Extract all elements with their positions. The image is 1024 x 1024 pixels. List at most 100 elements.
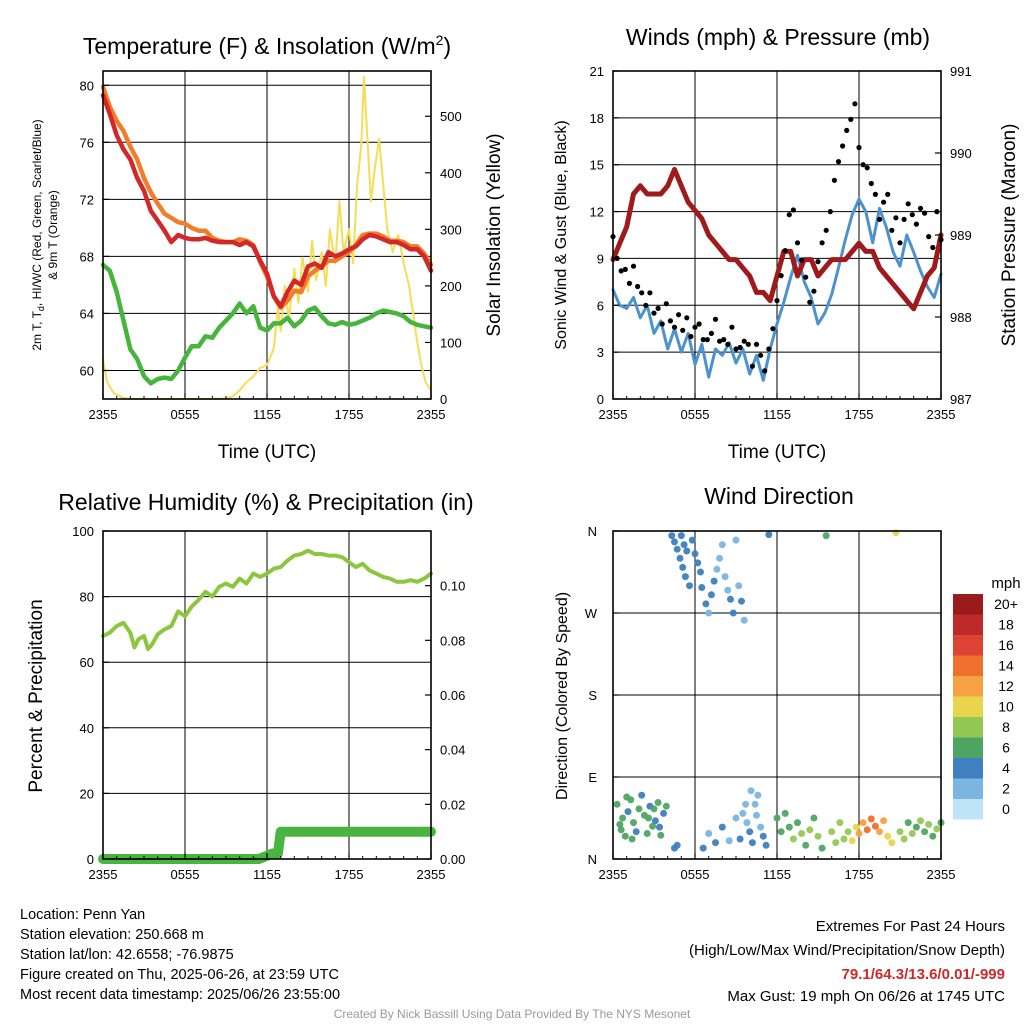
- temperature-title: Temperature (F) & Insolation (W/m2): [83, 32, 451, 59]
- y-left-tick-label: 72: [80, 192, 94, 207]
- gust-point: [794, 240, 801, 246]
- colorbar-swatch: [953, 799, 983, 820]
- extremes-values: 79.1/64.3/13.6/0.01/-999: [841, 966, 1005, 983]
- direction-point: [732, 536, 740, 544]
- direction-point: [785, 823, 793, 831]
- direction-point: [867, 815, 875, 823]
- gust-point: [819, 240, 825, 246]
- gust-point: [671, 324, 678, 330]
- y-right-tick-label: 0.06: [440, 688, 465, 703]
- direction-point: [840, 835, 848, 843]
- gust-point: [917, 205, 924, 211]
- y-left-tick-label: S: [588, 688, 597, 703]
- y-right-tick-label: 400: [440, 166, 462, 181]
- direction-ylabel-left: Direction (Colored By Speed): [554, 592, 571, 800]
- gust-point: [618, 268, 624, 274]
- direction-point: [848, 837, 856, 845]
- x-tick-label: 1155: [763, 407, 791, 422]
- humidity-ylabel-left: Percent & Precipitation: [26, 599, 47, 792]
- gust-point: [860, 162, 866, 168]
- gust-point: [622, 266, 628, 272]
- y-left-tick-label: 0: [597, 392, 604, 407]
- credit-line: Created By Nick Bassill Using Data Provi…: [333, 1007, 691, 1021]
- gust-point: [897, 240, 903, 246]
- gust-point: [852, 101, 858, 107]
- gust-point: [639, 290, 645, 296]
- temperature-ylabel-right: Solar Insolation (Yellow): [484, 133, 505, 336]
- y-left-tick-label: 20: [80, 786, 94, 801]
- series-red-line: [100, 92, 434, 309]
- direction-points: [613, 529, 945, 852]
- y-right-tick-label: 989: [950, 228, 972, 243]
- direction-point: [781, 809, 789, 817]
- direction-point: [798, 830, 806, 837]
- direction-point: [683, 547, 691, 555]
- x-tick-label: 1755: [335, 867, 364, 882]
- direction-point: [662, 802, 670, 810]
- direction-point: [832, 839, 840, 847]
- colorbar-swatch: [953, 717, 983, 738]
- colorbar-swatch: [953, 635, 983, 656]
- y-left-tick-label: 100: [72, 524, 94, 539]
- x-tick-label: 1155: [253, 407, 281, 422]
- gust-point: [758, 352, 764, 358]
- gust-point: [905, 201, 911, 207]
- x-tick-label: 2355: [417, 867, 446, 882]
- y-left-tick-label: E: [588, 770, 597, 785]
- gust-point: [827, 209, 833, 215]
- direction-point: [718, 541, 726, 549]
- x-tick-label: 1755: [845, 407, 874, 422]
- y-right-tick-label: 0.10: [440, 579, 465, 594]
- colorbar-label: 8: [1002, 719, 1010, 735]
- y-right-tick-label: 0.00: [440, 852, 465, 867]
- direction-point: [921, 828, 929, 836]
- direction-point: [900, 835, 908, 843]
- extremes-subtitle: (High/Low/Max Wind/Precipitation/Snow De…: [689, 942, 1005, 959]
- direction-point: [735, 582, 743, 590]
- winds-gridlines: [613, 71, 941, 399]
- winds-lines: [610, 101, 944, 382]
- direction-point: [638, 791, 646, 799]
- direction-point: [673, 545, 681, 553]
- y-right-tick-label: 0.08: [440, 633, 465, 648]
- x-tick-label: 0555: [681, 407, 710, 422]
- direction-point: [677, 532, 685, 540]
- direction-point: [888, 839, 896, 847]
- gust-point: [655, 305, 661, 311]
- direction-point: [645, 814, 652, 822]
- direction-point: [628, 835, 636, 843]
- direction-point: [617, 826, 625, 834]
- direction-point: [739, 809, 747, 817]
- gust-point: [909, 212, 915, 218]
- gust-point: [663, 301, 669, 307]
- info-latlon: Station lat/lon: 42.6558; -76.9875: [20, 947, 234, 963]
- gust-point: [753, 341, 760, 347]
- colorbar-label: 16: [998, 637, 1014, 653]
- direction-point: [725, 837, 733, 845]
- direction-point: [762, 841, 770, 849]
- direction-point: [917, 817, 924, 825]
- gust-point: [807, 299, 813, 305]
- gust-point: [630, 263, 637, 269]
- gust-point: [782, 248, 788, 254]
- gust-point: [934, 209, 940, 215]
- direction-point: [698, 584, 706, 591]
- direction-point: [738, 597, 745, 605]
- colorbar-label: 0: [1002, 801, 1010, 817]
- colorbar-label: 18: [998, 617, 1014, 633]
- extremes-gust: Max Gust: 19 mph On 06/26 at 1745 UTC: [727, 988, 1005, 1005]
- y-left-tick-label: 3: [597, 345, 604, 360]
- direction-point: [623, 793, 631, 801]
- gust-point: [778, 273, 784, 279]
- colorbar-unit: mph: [991, 575, 1020, 592]
- direction-point: [705, 609, 713, 617]
- y-left-tick-label: N: [588, 524, 597, 539]
- x-tick-label: 2355: [417, 407, 446, 422]
- direction-point: [908, 830, 916, 837]
- gust-point: [872, 191, 879, 197]
- temperature-ylabel-left: 2m T, Td, HI/WC (Red, Green, Scarlet/Blu…: [30, 119, 46, 350]
- direction-point: [896, 828, 904, 836]
- direction-gridlines: [613, 531, 941, 859]
- gust-point: [749, 363, 756, 369]
- y-left-tick-label: 80: [80, 590, 94, 605]
